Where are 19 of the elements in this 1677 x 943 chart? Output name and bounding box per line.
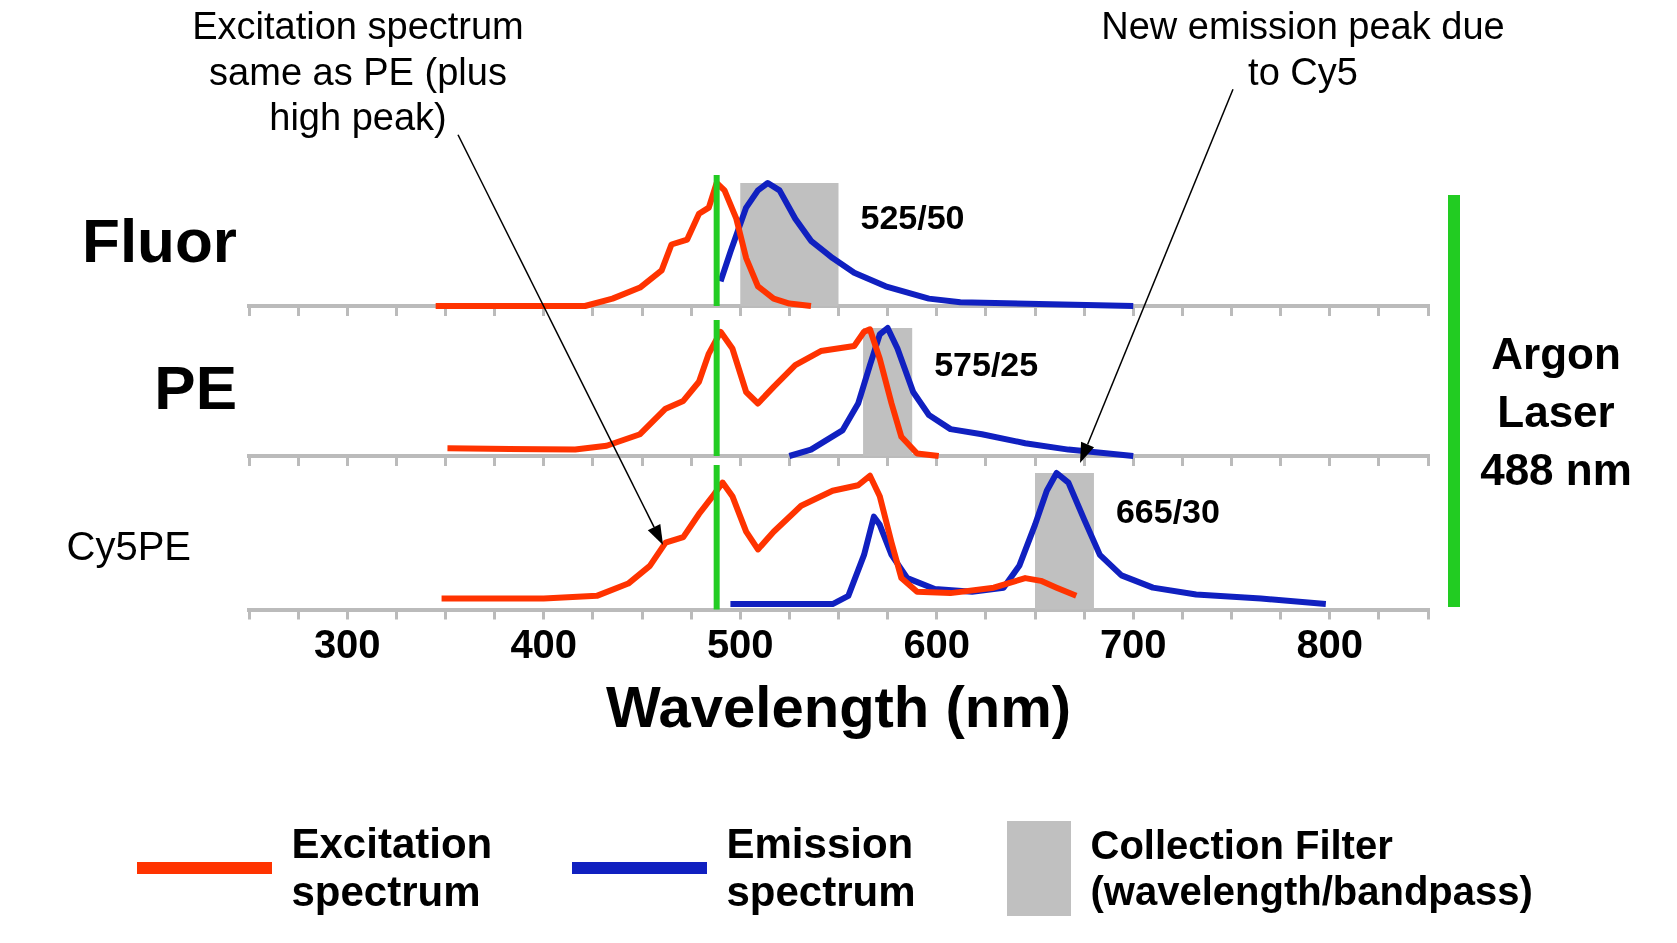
text: Excitation spectrum same as PE (plus high peak) xyxy=(191,4,525,141)
x-axis-title: Wavelength (nm) xyxy=(605,674,1072,740)
text: Argon Laser 488 nm xyxy=(1479,328,1633,497)
x-tick-label: 600 xyxy=(903,621,971,666)
band-label: 665/30 xyxy=(1115,492,1220,531)
x-tick-label: 800 xyxy=(1296,621,1364,666)
text: New emission peak due to Cy5 xyxy=(1100,4,1506,95)
band-label: 525/50 xyxy=(860,198,965,237)
x-tick-label: 700 xyxy=(1099,621,1167,666)
x-tick-label: 300 xyxy=(313,621,381,666)
y-axis-title: Fluor xyxy=(82,205,237,275)
legend-label: Emission spectrum xyxy=(726,820,917,917)
y-axis-title: PE xyxy=(154,353,237,423)
legend-label: Excitation spectrum xyxy=(291,820,494,917)
y-axis-title: Cy5PE xyxy=(66,524,191,569)
band-label: 575/25 xyxy=(934,344,1039,383)
text: Collection Filter (wavelength/bandpass) xyxy=(1090,822,1534,915)
x-tick-label: 500 xyxy=(706,621,774,666)
x-tick-label: 400 xyxy=(510,621,578,666)
